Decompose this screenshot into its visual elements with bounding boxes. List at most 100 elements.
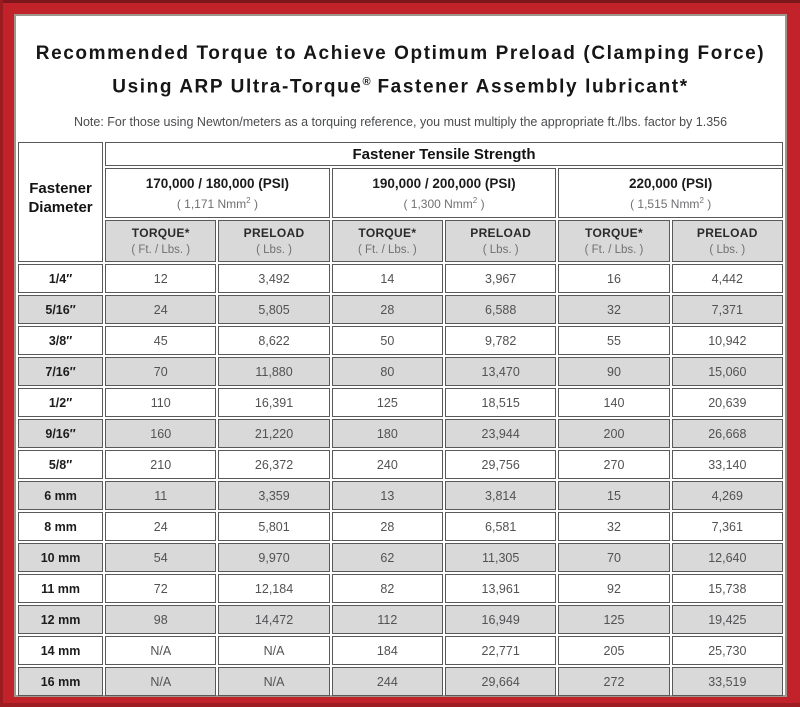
note-text: Note: For those using Newton/meters as a… <box>73 115 728 130</box>
preload-cell: 7,361 <box>671 512 783 541</box>
torque-cell: 140 <box>558 388 670 417</box>
torque-preload-header-row: TORQUE* ( Ft. / Lbs. ) PRELOAD ( Lbs. ) … <box>18 220 783 262</box>
torque-cell: 72 <box>105 574 217 603</box>
torque-cell: 184 <box>331 636 444 665</box>
psi-value: 220,000 (PSI) <box>629 175 713 191</box>
preload-header-3: PRELOAD ( Lbs. ) <box>671 220 783 262</box>
preload-cell: 13,961 <box>445 574 557 603</box>
torque-cell: 110 <box>105 388 217 417</box>
nmm-text: ( 1,171 Nmm <box>176 196 247 211</box>
preload-cell: 19,425 <box>671 605 783 634</box>
preload-cell: 25,730 <box>671 636 783 665</box>
page-title-line2: Using ARP Ultra-Torque® Fastener Assembl… <box>16 68 785 101</box>
table-row: 5/8″ 210 26,372 240 29,756 270 33,140 <box>18 450 783 479</box>
preload-cell: 6,581 <box>445 512 557 541</box>
preload-cell: 29,664 <box>445 667 557 696</box>
torque-cell: 125 <box>331 388 444 417</box>
preload-label: PRELOAD <box>243 226 305 240</box>
torque-header-3: TORQUE* ( Ft. / Lbs. ) <box>558 220 670 262</box>
torque-cell: 92 <box>558 574 670 603</box>
diameter-header-line1: Fastener <box>29 180 92 197</box>
torque-cell: 90 <box>558 357 670 386</box>
preload-cell: 3,814 <box>445 481 557 510</box>
torque-cell: N/A <box>105 636 217 665</box>
torque-cell: 244 <box>331 667 444 696</box>
preload-cell: 4,269 <box>671 481 783 510</box>
torque-cell: 55 <box>558 326 670 355</box>
preload-label: PRELOAD <box>696 226 758 240</box>
table-row: 8 mm 24 5,801 28 6,581 32 7,361 <box>18 512 783 541</box>
preload-cell: 23,944 <box>445 419 557 448</box>
torque-cell: 200 <box>558 419 670 448</box>
torque-cell: 270 <box>558 450 670 479</box>
torque-cell: 82 <box>331 574 444 603</box>
preload-cell: 26,372 <box>218 450 330 479</box>
preload-cell: 3,967 <box>445 264 557 293</box>
preload-cell: 21,220 <box>218 419 330 448</box>
torque-cell: 70 <box>558 543 670 572</box>
diameter-cell: 5/8″ <box>18 450 104 479</box>
preload-cell: 12,640 <box>671 543 783 572</box>
preload-cell: 9,782 <box>445 326 557 355</box>
preload-cell: 4,442 <box>671 264 783 293</box>
diameter-cell: 5/16″ <box>18 295 104 324</box>
preload-cell: 5,801 <box>218 512 330 541</box>
torque-cell: 15 <box>558 481 670 510</box>
preload-header-1: PRELOAD ( Lbs. ) <box>218 220 330 262</box>
torque-cell: 272 <box>558 667 670 696</box>
table-row: 1/4″ 12 3,492 14 3,967 16 4,442 <box>18 264 783 293</box>
nmm-close: ) <box>250 196 258 211</box>
torque-cell: 160 <box>105 419 217 448</box>
nmm-close: ) <box>703 196 712 211</box>
preload-cell: 15,060 <box>671 357 783 386</box>
torque-cell: 205 <box>558 636 670 665</box>
torque-unit: ( Ft. / Lbs. ) <box>357 244 417 256</box>
torque-cell: 32 <box>558 295 670 324</box>
torque-cell: 210 <box>105 450 217 479</box>
torque-cell: 28 <box>331 512 444 541</box>
frame-edge-left <box>0 0 3 707</box>
diameter-cell: 10 mm <box>18 543 104 572</box>
diameter-cell: 14 mm <box>18 636 104 665</box>
psi-group-170-180: 170,000 / 180,000 (PSI) ( 1,171 Nmm2 ) <box>105 168 330 218</box>
preload-unit: ( Lbs. ) <box>709 244 746 256</box>
preload-cell: 11,880 <box>218 357 330 386</box>
preload-cell: 20,639 <box>671 388 783 417</box>
preload-header-2: PRELOAD ( Lbs. ) <box>445 220 557 262</box>
preload-cell: 12,184 <box>218 574 330 603</box>
diameter-cell: 16 mm <box>18 667 104 696</box>
preload-cell: 15,738 <box>671 574 783 603</box>
torque-cell: 98 <box>105 605 217 634</box>
preload-unit: ( Lbs. ) <box>256 244 292 256</box>
preload-cell: 3,492 <box>218 264 330 293</box>
table-row: 16 mm N/A N/A 244 29,664 272 33,519 <box>18 667 783 696</box>
preload-cell: 26,668 <box>671 419 783 448</box>
title-line2-text: Using ARP Ultra-Torque <box>112 76 363 98</box>
table-row: 7/16″ 70 11,880 80 13,470 90 15,060 <box>18 357 783 386</box>
nmm-close: ) <box>477 196 485 211</box>
torque-header-1: TORQUE* ( Ft. / Lbs. ) <box>105 220 217 262</box>
nmm-text: ( 1,515 Nmm <box>630 196 700 211</box>
torque-header-2: TORQUE* ( Ft. / Lbs. ) <box>331 220 444 262</box>
table-row: 1/2″ 110 16,391 125 18,515 140 20,639 <box>18 388 783 417</box>
preload-cell: 16,391 <box>218 388 330 417</box>
torque-cell: 24 <box>105 295 217 324</box>
torque-cell: 14 <box>331 264 444 293</box>
preload-cell: 7,371 <box>671 295 783 324</box>
table-body: 1/4″ 12 3,492 14 3,967 16 4,442 5/16″ 24 5,805 28 6… <box>18 264 783 696</box>
preload-cell: 11,305 <box>445 543 557 572</box>
preload-cell: 33,140 <box>671 450 783 479</box>
preload-unit: ( Lbs. ) <box>482 244 519 256</box>
nmm-value: ( 1,515 Nmm2 ) <box>559 196 782 211</box>
torque-unit: ( Ft. / Lbs. ) <box>131 244 191 256</box>
preload-label: PRELOAD <box>470 226 532 240</box>
preload-cell: 13,470 <box>445 357 557 386</box>
torque-cell: 125 <box>558 605 670 634</box>
nmm-value: ( 1,171 Nmm2 ) <box>106 196 329 211</box>
psi-group-row: 170,000 / 180,000 (PSI) ( 1,171 Nmm2 ) 1… <box>18 168 783 218</box>
torque-cell: 32 <box>558 512 670 541</box>
preload-cell: 9,970 <box>218 543 330 572</box>
torque-cell: 24 <box>105 512 217 541</box>
diameter-cell: 3/8″ <box>18 326 104 355</box>
